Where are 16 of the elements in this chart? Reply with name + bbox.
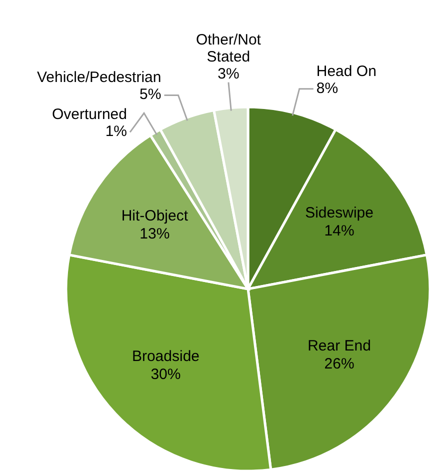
data-label: 8% — [316, 80, 338, 97]
data-label: 30% — [150, 366, 181, 384]
slice-label: Other/Not Stated — [196, 31, 262, 66]
slice-label: Sideswipe — [305, 204, 374, 222]
data-label: 13% — [140, 226, 170, 243]
data-label: 14% — [324, 222, 354, 240]
data-label: 3% — [218, 65, 240, 82]
slice-label: Head On — [316, 62, 376, 80]
data-label: 26% — [324, 355, 354, 372]
slice-label: Rear End — [308, 337, 371, 354]
slice-label: Hit-Object — [121, 208, 189, 225]
slice-label: Overturned — [52, 106, 128, 124]
data-label: 1% — [105, 123, 128, 140]
data-label: 5% — [140, 86, 162, 104]
slice-label: Vehicle/Pedestrian — [36, 69, 162, 86]
slice-label: Broadside — [132, 348, 200, 366]
